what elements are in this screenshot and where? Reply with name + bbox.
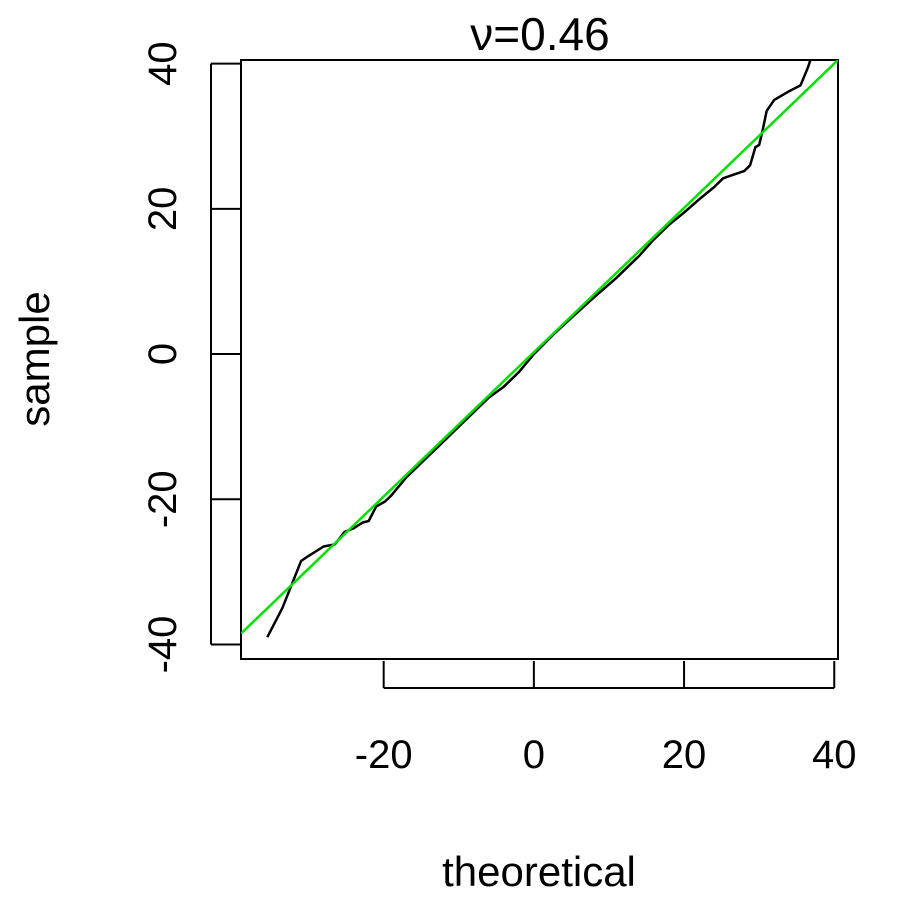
y-tick-label: -20	[141, 470, 185, 528]
series-layer	[241, 60, 838, 638]
sample-quantile-line	[266, 60, 812, 638]
y-tick-label: 0	[141, 343, 185, 365]
x-tick-label: -20	[355, 733, 413, 777]
x-axis: -20 0 20 40	[355, 661, 857, 777]
reference-line	[241, 60, 838, 635]
y-axis-label: sample	[11, 291, 58, 426]
y-tick-label: 20	[141, 187, 185, 232]
chart-title: ν=0.46	[470, 8, 609, 60]
plot-frame	[240, 59, 839, 660]
x-tick-label: 40	[812, 733, 857, 777]
x-tick-label: 0	[523, 733, 545, 777]
x-tick-label: 20	[662, 733, 707, 777]
y-tick-label: 40	[141, 41, 185, 86]
y-axis: -40 -20 0 20 40	[141, 41, 240, 673]
y-tick-label: -40	[141, 616, 185, 674]
x-axis-label: theoretical	[442, 848, 636, 895]
